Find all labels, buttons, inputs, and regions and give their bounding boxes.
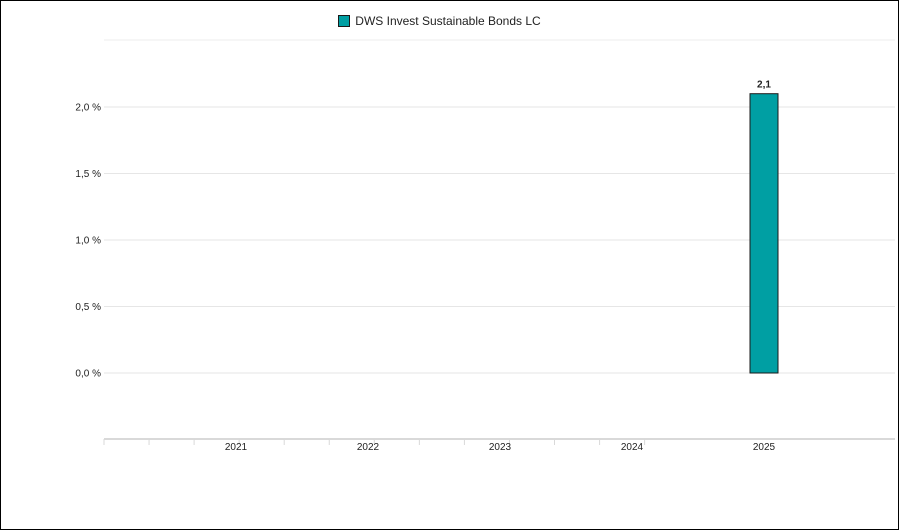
x-tick-label: 2022 (357, 442, 380, 453)
data-label: 2,1 (757, 80, 771, 91)
x-tick-label: 2024 (621, 442, 644, 453)
y-tick-label: 2,0 % (75, 103, 101, 114)
y-tick-label: 0,0 % (75, 369, 101, 380)
legend-label: DWS Invest Sustainable Bonds LC (355, 14, 541, 28)
bar (749, 93, 779, 374)
y-tick-label: 1,5 % (75, 169, 101, 180)
y-tick-label: 0,5 % (75, 302, 101, 313)
x-tick-label: 2021 (225, 442, 248, 453)
x-tick-label: 2025 (753, 442, 776, 453)
y-tick-label: 1,0 % (75, 236, 101, 247)
legend-swatch (338, 15, 351, 27)
x-tick-label: 2023 (489, 442, 512, 453)
legend[interactable]: DWS Invest Sustainable Bonds LC (0, 14, 899, 28)
